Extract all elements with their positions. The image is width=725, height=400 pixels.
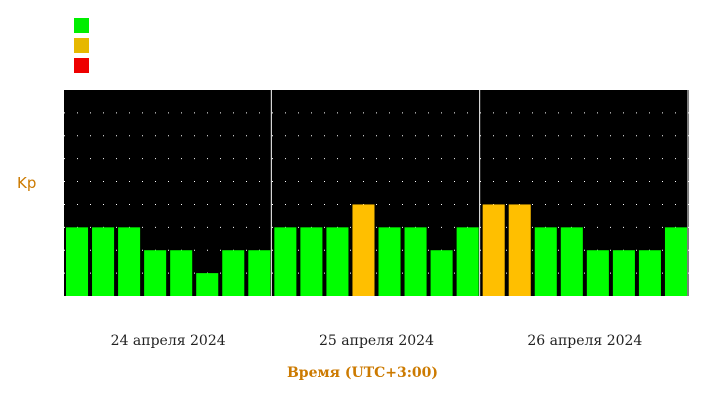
kp-bar: [664, 227, 687, 296]
kp-bar: [508, 204, 531, 296]
kp-bar: [274, 227, 297, 296]
day-label: 26 апреля 2024: [527, 333, 642, 349]
day-label: 25 апреля 2024: [319, 333, 434, 349]
x-axis-label: Время (UTC+3:00): [286, 365, 439, 381]
kp-bar: [534, 227, 557, 296]
legend: [74, 18, 89, 78]
bars: [66, 204, 687, 296]
kp-bar: [326, 227, 349, 296]
plot-background: [64, 90, 689, 296]
kp-bar: [482, 204, 505, 296]
legend-swatch-green: [74, 18, 89, 33]
grid: [64, 112, 689, 274]
legend-swatch-yellow: [74, 38, 89, 53]
kp-bar: [118, 227, 141, 296]
kp-bar: [430, 250, 453, 296]
kp-bar: [638, 250, 661, 296]
kp-bar: [248, 250, 271, 296]
kp-bar: [300, 227, 323, 296]
kp-bar: [612, 250, 635, 296]
kp-bar: [196, 273, 219, 296]
day-dividers: [270, 90, 689, 296]
kp-bar: [92, 227, 115, 296]
kp-bar: [144, 250, 167, 296]
kp-bar: [352, 204, 375, 296]
legend-swatch-red: [74, 58, 89, 73]
kp-bar: [66, 227, 89, 296]
day-label: 24 апреля 2024: [111, 333, 226, 349]
day-labels: 24 апреля 2024 25 апреля 2024 26 апреля 20…: [111, 333, 643, 349]
y-axis-label: Kp: [17, 174, 37, 192]
kp-bar: [560, 227, 583, 296]
kp-bar: [456, 227, 479, 296]
kp-bar: [378, 227, 401, 296]
kp-bar: [404, 227, 427, 296]
kp-bar: [586, 250, 609, 296]
kp-bar: [222, 250, 245, 296]
kp-bar: [170, 250, 193, 296]
